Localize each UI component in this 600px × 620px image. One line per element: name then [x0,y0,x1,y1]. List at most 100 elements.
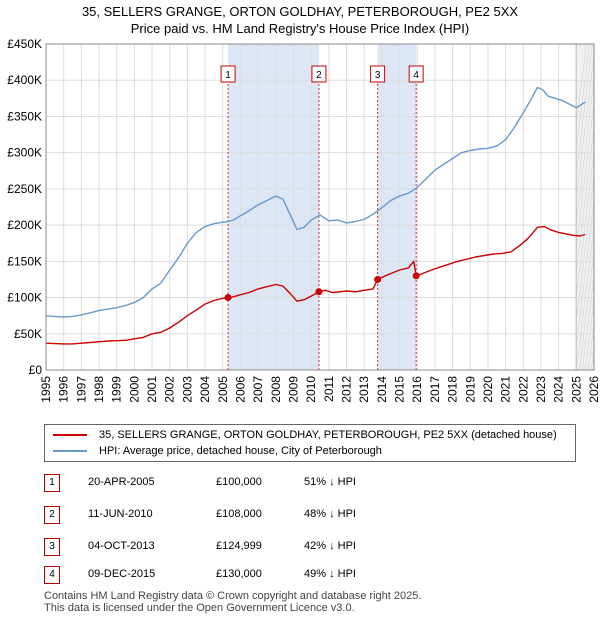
sale-price: £108,000 [216,508,262,520]
x-tick-label: 2017 [428,376,442,403]
y-tick-label: £350K [7,109,42,123]
chart-subtitle: Price paid vs. HM Land Registry's House … [130,21,470,36]
sale-label-number: 3 [375,70,381,81]
y-tick-label: £250K [7,182,42,196]
x-tick-label: 2020 [481,376,495,403]
y-tick-label: £0 [29,363,43,377]
sale-number-badge: 2 [44,506,60,524]
future-hatch-line [576,150,594,300]
y-tick-label: £450K [7,37,42,51]
future-hatch-line [576,199,594,349]
sale-price: £130,000 [216,568,262,580]
sale-row: 4 09-DEC-2015 £130,000 49% ↓ HPI [44,566,564,584]
future-hatch-line [576,44,593,177]
sale-row: 3 04-OCT-2013 £124,999 42% ↓ HPI [44,538,564,556]
future-hatch-line [576,44,587,128]
x-tick-label: 1995 [39,376,53,403]
chart-title: 35, SELLERS GRANGE, ORTON GOLDHAY, PETER… [81,4,519,19]
x-tick-label: 2023 [534,376,548,403]
plot-area [46,44,594,370]
future-hatch-line [576,52,594,202]
price-chart: £0 £50K £100K £150K £200K £250K £300K £350K £400… [7,37,600,403]
x-tick-label: 2021 [499,376,513,403]
sale-point [374,275,382,283]
sale-price: £124,999 [216,540,262,552]
x-tick-label: 2000 [127,376,141,403]
legend-label-property: 35, SELLERS GRANGE, ORTON GOLDHAY, PETER… [99,429,557,441]
legend-swatch-property [53,434,87,436]
plot-frame [45,43,595,371]
y-tick-label: £200K [7,218,42,232]
x-tick-label: 2019 [463,376,477,403]
sale-date: 09-DEC-2015 [88,568,156,580]
y-tick-label: £400K [7,73,42,87]
x-tick-label: 2006 [233,376,247,403]
x-tick-label: 2014 [375,376,389,403]
x-tick-label: 1999 [110,376,124,403]
x-tick-label: 2013 [357,376,371,403]
future-hatch-line [576,44,590,153]
future-hatch-line [576,101,594,251]
future-hatch-line [579,247,594,370]
y-tick-label: £50K [14,327,42,341]
sale-row: 1 20-APR-2005 £100,000 51% ↓ HPI [44,474,564,492]
x-tick-label: 2007 [251,376,265,403]
sale-label-box [370,65,386,83]
legend-swatch-hpi [53,450,87,452]
x-tick-label: 2022 [516,376,530,403]
hpi-series-line [45,86,586,318]
sale-date: 11-JUN-2010 [88,508,153,520]
x-tick-label: 2024 [552,376,566,403]
future-hatch-line [582,272,594,370]
x-tick-label: 2025 [569,376,583,403]
x-tick-label: 2015 [393,376,407,403]
x-tick-label: 2005 [216,376,230,403]
sale-hpi-diff: 48% ↓ HPI [304,508,356,520]
future-hatch-line [576,76,594,226]
sale-period-shade [228,44,319,370]
sale-period-shade [377,44,417,370]
x-tick-label: 2002 [163,376,177,403]
x-tick-label: 2016 [410,376,424,403]
x-tick-label: 1997 [74,376,88,403]
sale-date: 20-APR-2005 [88,476,155,488]
sale-number-badge: 4 [44,566,60,584]
x-tick-label: 2026 [587,376,600,403]
sale-point [412,272,420,280]
sale-label-box [220,65,236,83]
x-tick-label: 2004 [198,376,212,403]
sale-label-number: 4 [413,70,419,81]
future-hatch-line [594,44,600,370]
y-tick-label: £300K [7,146,42,160]
legend-item-hpi: HPI: Average price, detached house, City… [53,443,382,459]
legend-item-property: 35, SELLERS GRANGE, ORTON GOLDHAY, PETER… [53,427,557,443]
footer-line-1: Contains HM Land Registry data © Crown c… [44,590,422,602]
sale-hpi-diff: 51% ↓ HPI [304,476,356,488]
future-hatch-line [576,223,594,370]
x-tick-label: 2001 [145,376,159,403]
x-tick-label: 2018 [446,376,460,403]
x-tick-label: 1998 [92,376,106,403]
y-tick-label: £100K [7,291,42,305]
footer-line-2: This data is licensed under the Open Gov… [44,602,355,614]
footer-copyright: Contains HM Land Registry data © Crown c… [44,590,421,614]
x-tick-label: 2009 [286,376,300,403]
sale-date: 04-OCT-2013 [88,540,155,552]
sale-row: 2 11-JUN-2010 £108,000 48% ↓ HPI [44,506,564,524]
sale-price: £100,000 [216,476,262,488]
property-series-line [45,225,586,345]
x-tick-label: 2003 [180,376,194,403]
x-tick-label: 2010 [304,376,318,403]
x-tick-label: 2012 [340,376,354,403]
sale-hpi-diff: 42% ↓ HPI [304,540,356,552]
sale-label-box [408,65,424,83]
sale-label-box [311,65,327,83]
y-tick-label: £150K [7,254,42,268]
sale-label-number: 1 [225,70,231,81]
future-hatch-line [585,296,594,370]
future-hatch-line [576,125,594,275]
x-tick-label: 2008 [269,376,283,403]
future-hatch-line [576,174,594,324]
sale-number-badge: 3 [44,538,60,556]
sale-label-number: 2 [316,70,322,81]
